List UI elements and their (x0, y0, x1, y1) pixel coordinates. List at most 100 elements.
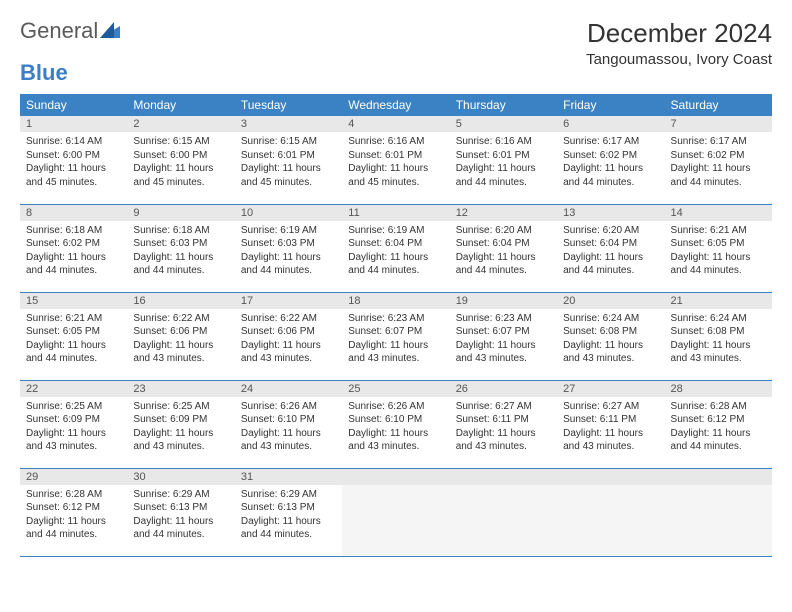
calendar-day-cell: 30Sunrise: 6:29 AMSunset: 6:13 PMDayligh… (127, 468, 234, 556)
day-number: 4 (342, 116, 449, 132)
day-info: Sunrise: 6:20 AMSunset: 6:04 PMDaylight:… (557, 221, 664, 282)
daylight-line: Daylight: 11 hours and 44 minutes. (671, 162, 766, 189)
day-number: 19 (450, 293, 557, 309)
calendar-body: 1Sunrise: 6:14 AMSunset: 6:00 PMDaylight… (20, 116, 772, 556)
day-number: 26 (450, 381, 557, 397)
day-info: Sunrise: 6:17 AMSunset: 6:02 PMDaylight:… (557, 132, 664, 193)
day-number: 7 (665, 116, 772, 132)
sunset-line: Sunset: 6:08 PM (671, 325, 766, 339)
calendar-day-cell: 31Sunrise: 6:29 AMSunset: 6:13 PMDayligh… (235, 468, 342, 556)
title-block: December 2024 Tangoumassou, Ivory Coast (586, 18, 772, 68)
calendar-day-cell (557, 468, 664, 556)
day-number: 29 (20, 469, 127, 485)
sunrise-line: Sunrise: 6:18 AM (26, 224, 121, 238)
page-title: December 2024 (586, 18, 772, 49)
sunrise-line: Sunrise: 6:14 AM (26, 135, 121, 149)
daylight-line: Daylight: 11 hours and 44 minutes. (563, 162, 658, 189)
day-number: 3 (235, 116, 342, 132)
calendar-day-cell: 18Sunrise: 6:23 AMSunset: 6:07 PMDayligh… (342, 292, 449, 380)
sunrise-line: Sunrise: 6:20 AM (456, 224, 551, 238)
day-number: 14 (665, 205, 772, 221)
sunrise-line: Sunrise: 6:20 AM (563, 224, 658, 238)
calendar-day-cell: 11Sunrise: 6:19 AMSunset: 6:04 PMDayligh… (342, 204, 449, 292)
location-label: Tangoumassou, Ivory Coast (586, 51, 772, 68)
day-info: Sunrise: 6:21 AMSunset: 6:05 PMDaylight:… (20, 309, 127, 370)
sunrise-line: Sunrise: 6:22 AM (241, 312, 336, 326)
sunset-line: Sunset: 6:06 PM (241, 325, 336, 339)
sunrise-line: Sunrise: 6:19 AM (241, 224, 336, 238)
calendar-day-cell (342, 468, 449, 556)
sunrise-line: Sunrise: 6:17 AM (671, 135, 766, 149)
sunset-line: Sunset: 6:09 PM (26, 413, 121, 427)
sunset-line: Sunset: 6:00 PM (133, 149, 228, 163)
daylight-line: Daylight: 11 hours and 43 minutes. (456, 427, 551, 454)
day-info: Sunrise: 6:23 AMSunset: 6:07 PMDaylight:… (342, 309, 449, 370)
daylight-line: Daylight: 11 hours and 44 minutes. (456, 162, 551, 189)
sunrise-line: Sunrise: 6:23 AM (348, 312, 443, 326)
calendar-day-cell: 1Sunrise: 6:14 AMSunset: 6:00 PMDaylight… (20, 116, 127, 204)
daylight-line: Daylight: 11 hours and 44 minutes. (348, 251, 443, 278)
day-info: Sunrise: 6:27 AMSunset: 6:11 PMDaylight:… (557, 397, 664, 458)
sunset-line: Sunset: 6:08 PM (563, 325, 658, 339)
daylight-line: Daylight: 11 hours and 45 minutes. (133, 162, 228, 189)
sunset-line: Sunset: 6:01 PM (241, 149, 336, 163)
daylight-line: Daylight: 11 hours and 43 minutes. (456, 339, 551, 366)
sunset-line: Sunset: 6:01 PM (348, 149, 443, 163)
logo-mark-icon (100, 18, 120, 44)
calendar-day-cell: 9Sunrise: 6:18 AMSunset: 6:03 PMDaylight… (127, 204, 234, 292)
sunrise-line: Sunrise: 6:16 AM (348, 135, 443, 149)
daylight-line: Daylight: 11 hours and 43 minutes. (563, 427, 658, 454)
day-info: Sunrise: 6:22 AMSunset: 6:06 PMDaylight:… (127, 309, 234, 370)
sunrise-line: Sunrise: 6:24 AM (671, 312, 766, 326)
calendar-week-row: 15Sunrise: 6:21 AMSunset: 6:05 PMDayligh… (20, 292, 772, 380)
day-info: Sunrise: 6:18 AMSunset: 6:03 PMDaylight:… (127, 221, 234, 282)
daylight-line: Daylight: 11 hours and 44 minutes. (671, 251, 766, 278)
sunrise-line: Sunrise: 6:25 AM (133, 400, 228, 414)
calendar-day-cell: 16Sunrise: 6:22 AMSunset: 6:06 PMDayligh… (127, 292, 234, 380)
daylight-line: Daylight: 11 hours and 45 minutes. (241, 162, 336, 189)
day-info: Sunrise: 6:25 AMSunset: 6:09 PMDaylight:… (20, 397, 127, 458)
calendar-day-cell: 6Sunrise: 6:17 AMSunset: 6:02 PMDaylight… (557, 116, 664, 204)
day-number: 21 (665, 293, 772, 309)
sunset-line: Sunset: 6:02 PM (563, 149, 658, 163)
day-number: 12 (450, 205, 557, 221)
sunrise-line: Sunrise: 6:15 AM (241, 135, 336, 149)
calendar-day-cell: 20Sunrise: 6:24 AMSunset: 6:08 PMDayligh… (557, 292, 664, 380)
day-number: 13 (557, 205, 664, 221)
daylight-line: Daylight: 11 hours and 44 minutes. (26, 251, 121, 278)
sunset-line: Sunset: 6:11 PM (563, 413, 658, 427)
daylight-line: Daylight: 11 hours and 43 minutes. (348, 427, 443, 454)
day-info: Sunrise: 6:15 AMSunset: 6:01 PMDaylight:… (235, 132, 342, 193)
sunrise-line: Sunrise: 6:21 AM (671, 224, 766, 238)
day-info: Sunrise: 6:19 AMSunset: 6:04 PMDaylight:… (342, 221, 449, 282)
sunset-line: Sunset: 6:02 PM (26, 237, 121, 251)
calendar-day-cell: 23Sunrise: 6:25 AMSunset: 6:09 PMDayligh… (127, 380, 234, 468)
daylight-line: Daylight: 11 hours and 43 minutes. (26, 427, 121, 454)
day-number: 28 (665, 381, 772, 397)
day-number: 24 (235, 381, 342, 397)
sunset-line: Sunset: 6:04 PM (456, 237, 551, 251)
day-info: Sunrise: 6:22 AMSunset: 6:06 PMDaylight:… (235, 309, 342, 370)
daylight-line: Daylight: 11 hours and 43 minutes. (563, 339, 658, 366)
daylight-line: Daylight: 11 hours and 44 minutes. (671, 427, 766, 454)
calendar-day-cell: 25Sunrise: 6:26 AMSunset: 6:10 PMDayligh… (342, 380, 449, 468)
daylight-line: Daylight: 11 hours and 44 minutes. (133, 515, 228, 542)
daylight-line: Daylight: 11 hours and 44 minutes. (241, 515, 336, 542)
day-number: 15 (20, 293, 127, 309)
calendar-day-cell: 22Sunrise: 6:25 AMSunset: 6:09 PMDayligh… (20, 380, 127, 468)
day-number: 2 (127, 116, 234, 132)
day-number: 9 (127, 205, 234, 221)
sunrise-line: Sunrise: 6:15 AM (133, 135, 228, 149)
day-number: 31 (235, 469, 342, 485)
day-info: Sunrise: 6:28 AMSunset: 6:12 PMDaylight:… (20, 485, 127, 546)
day-info: Sunrise: 6:20 AMSunset: 6:04 PMDaylight:… (450, 221, 557, 282)
day-info: Sunrise: 6:19 AMSunset: 6:03 PMDaylight:… (235, 221, 342, 282)
daylight-line: Daylight: 11 hours and 43 minutes. (241, 339, 336, 366)
sunrise-line: Sunrise: 6:18 AM (133, 224, 228, 238)
day-info: Sunrise: 6:21 AMSunset: 6:05 PMDaylight:… (665, 221, 772, 282)
day-number: 27 (557, 381, 664, 397)
day-number: 10 (235, 205, 342, 221)
weekday-header: Thursday (450, 94, 557, 116)
sunset-line: Sunset: 6:04 PM (348, 237, 443, 251)
sunset-line: Sunset: 6:09 PM (133, 413, 228, 427)
